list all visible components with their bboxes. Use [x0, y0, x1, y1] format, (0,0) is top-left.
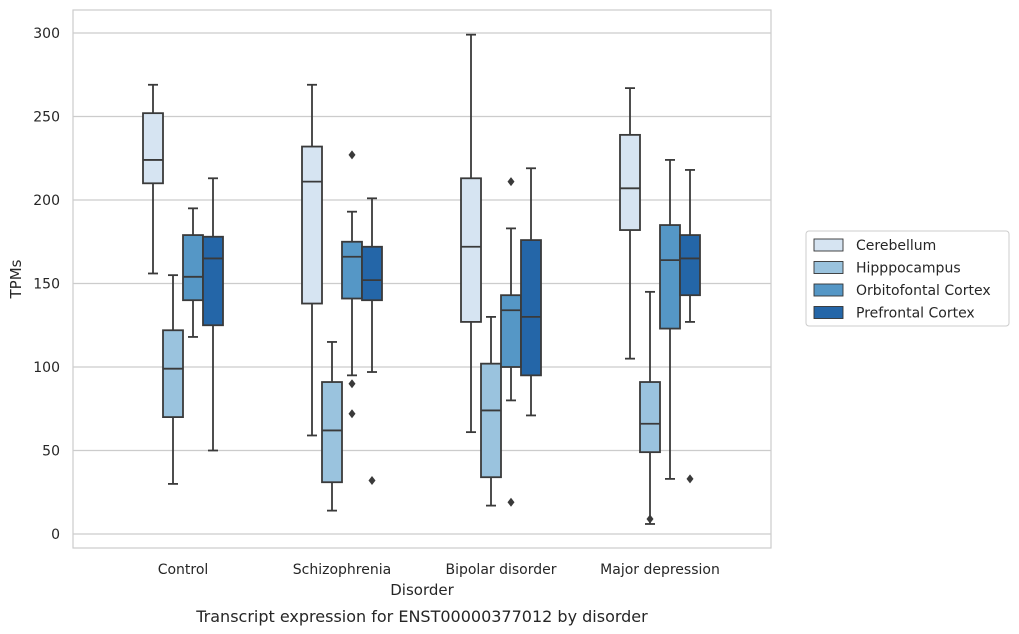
box-plots: [142, 33, 701, 525]
x-tick-label: Schizophrenia: [293, 562, 391, 578]
x-axis: Control Schizophrenia Bipolar disorder Majo…: [158, 562, 720, 578]
legend-frame: [805, 230, 1010, 327]
box-plot: [361, 197, 383, 486]
x-tick-label: Control: [158, 562, 209, 578]
legend-swatch: [813, 238, 844, 252]
outlier-point: [507, 497, 515, 507]
y-tick-label: 300: [33, 26, 60, 42]
box: [480, 362, 502, 479]
outlier-point: [507, 177, 515, 187]
legend-label: Hipppocampus: [856, 261, 961, 277]
box-plot: [520, 167, 542, 417]
outlier-point: [348, 409, 356, 419]
outlier-point: [686, 474, 694, 484]
box-plot: [202, 177, 224, 452]
box: [500, 294, 522, 368]
box-plot: [301, 83, 323, 437]
box-plot: [321, 341, 343, 512]
box: [341, 240, 363, 300]
outlier-point: [368, 476, 376, 486]
box: [361, 245, 383, 302]
box: [142, 112, 164, 185]
box-plot: [142, 83, 164, 275]
outlier-point: [348, 379, 356, 389]
legend-swatch: [813, 261, 844, 274]
box: [619, 133, 641, 231]
y-tick-label: 50: [42, 444, 60, 460]
box: [520, 239, 542, 377]
box-plot: [639, 290, 661, 525]
box-plot: [460, 33, 482, 434]
box: [679, 234, 701, 297]
y-tick-label: 250: [33, 110, 60, 126]
outlier-point: [348, 150, 356, 160]
box-plot: [659, 159, 681, 480]
x-tick-label: Major depression: [600, 562, 720, 578]
box: [182, 234, 204, 302]
box: [460, 177, 482, 323]
box-plot: [480, 315, 502, 507]
legend-label: Orbitofontal Cortex: [856, 283, 991, 299]
box: [639, 381, 661, 454]
box-plot: [619, 87, 641, 360]
legend-swatch: [813, 283, 844, 297]
chart-caption: Transcript expression for ENST0000037701…: [195, 607, 648, 626]
box-plot: [162, 274, 184, 485]
outlier-point: [646, 514, 654, 524]
y-tick-label: 200: [33, 193, 60, 209]
legend-label: Prefrontal Cortex: [856, 306, 975, 322]
y-axis-label: TPMs: [7, 259, 25, 299]
box: [202, 235, 224, 327]
x-tick-label: Bipolar disorder: [445, 562, 556, 578]
box: [301, 145, 323, 305]
box: [321, 381, 343, 484]
box-plot: [341, 150, 363, 419]
legend: Cerebellum Hipppocampus Orbitofontal Corte…: [805, 230, 1010, 327]
box-plot: [679, 169, 701, 484]
y-tick-label: 100: [33, 360, 60, 376]
y-tick-label: 150: [33, 277, 60, 293]
y-axis: 0 50 100 150 200 250 300: [33, 26, 60, 543]
box: [659, 224, 681, 330]
box: [162, 329, 184, 419]
legend-swatch: [813, 306, 844, 319]
legend-label: Cerebellum: [856, 238, 936, 254]
y-tick-label: 0: [51, 527, 60, 543]
x-axis-label: Disorder: [390, 581, 454, 599]
